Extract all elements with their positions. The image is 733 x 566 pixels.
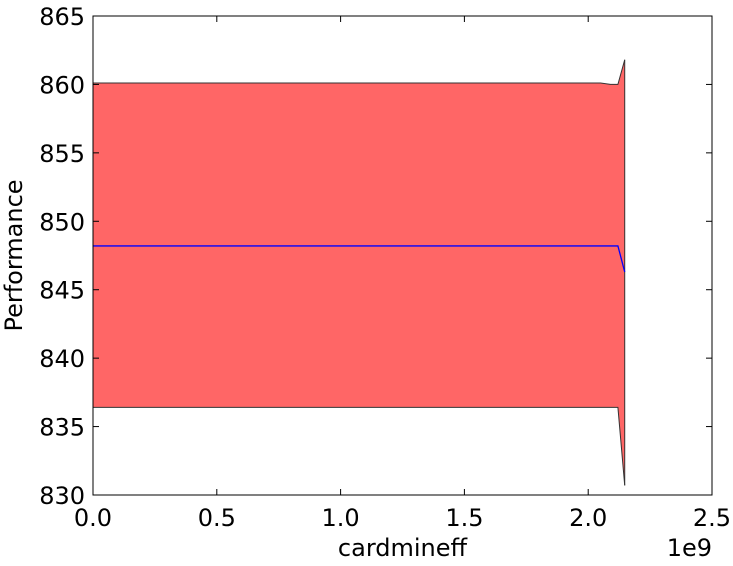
- y-tick-label: 850: [39, 208, 85, 236]
- axis-ticks: 0.0 0.5 1.0 1.5 2.0 2.5 830 835 840 845 850 855 860 8…: [39, 3, 731, 532]
- y-axis-label: Performance: [0, 179, 28, 331]
- y-tick-label: 865: [39, 3, 85, 31]
- band-upper-edge: [93, 59, 626, 85]
- y-tick-label: 855: [39, 140, 85, 168]
- x-tick-label: 1.0: [322, 504, 360, 532]
- x-tick-label: 0.5: [198, 504, 236, 532]
- y-tick-label: 845: [39, 277, 85, 305]
- x-axis-label: cardmineff: [338, 534, 468, 562]
- y-tick-label: 840: [39, 345, 85, 373]
- x-tick-label: 1.5: [445, 504, 483, 532]
- x-tick-label: 0.0: [74, 504, 112, 532]
- mean-line: [93, 245, 626, 273]
- confidence-band: [93, 59, 625, 486]
- x-axis-scale-label: 1e9: [667, 534, 712, 562]
- x-tick-label: 2.0: [569, 504, 607, 532]
- plot-area: [93, 59, 626, 486]
- y-tick-label: 860: [39, 71, 85, 99]
- y-tick-label: 835: [39, 414, 85, 442]
- axes-frame: [92, 15, 713, 496]
- y-tick-label: 830: [39, 482, 85, 510]
- x-tick-label: 2.5: [693, 504, 731, 532]
- band-lower-edge: [93, 406, 626, 486]
